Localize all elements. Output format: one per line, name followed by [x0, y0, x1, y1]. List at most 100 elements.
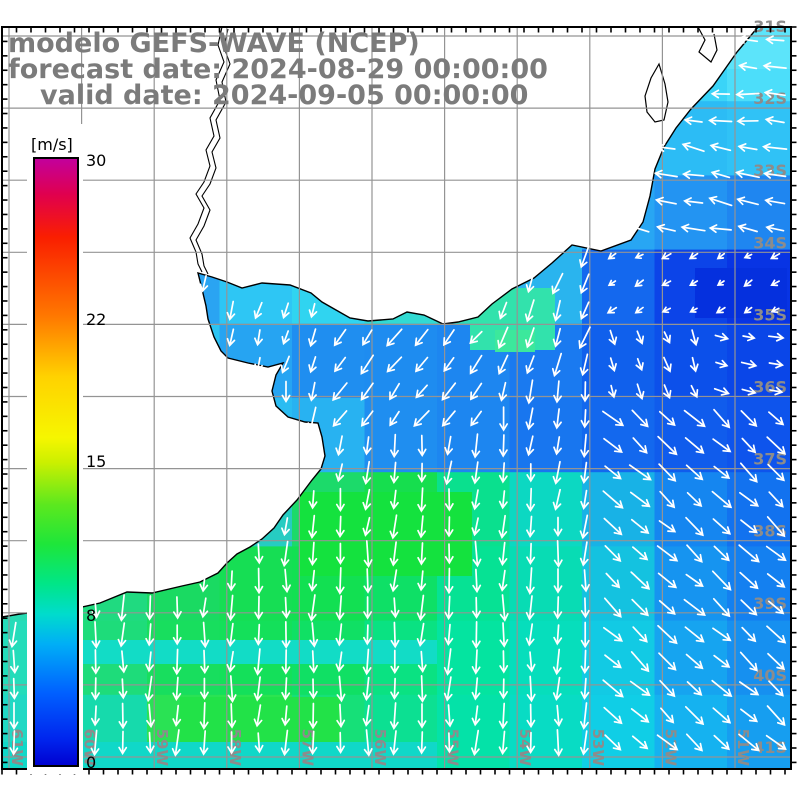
- wave-arrow: [498, 462, 508, 484]
- wave-arrow: [762, 61, 787, 71]
- wave-arrow: [655, 223, 676, 233]
- wave-arrow: [362, 648, 372, 676]
- wave-arrow: [685, 573, 704, 587]
- wave-arrow: [118, 730, 128, 756]
- wave-arrow: [444, 435, 454, 456]
- wave-arrow: [743, 252, 753, 259]
- wave-arrow: [390, 677, 400, 701]
- wave-arrow: [362, 436, 372, 456]
- wave-arrow: [254, 567, 264, 595]
- wave-arrow: [629, 680, 651, 697]
- wave-arrow: [607, 252, 617, 260]
- wave-arrow: [363, 729, 373, 757]
- wave-arrow: [552, 327, 562, 348]
- wave-arrow: [335, 651, 345, 673]
- longitude-label: 59W: [153, 729, 171, 767]
- wave-arrow: [525, 407, 535, 431]
- wave-arrow: [335, 567, 345, 595]
- wave-arrow: [281, 330, 290, 346]
- wave-arrow: [740, 599, 758, 616]
- wave-arrow: [442, 329, 455, 347]
- wave-arrow: [553, 540, 563, 568]
- wave-arrow: [552, 648, 562, 676]
- wave-arrow: [603, 597, 622, 618]
- wave-arrow: [767, 652, 786, 671]
- wave-arrow: [444, 595, 454, 621]
- land-polygon: [2, 27, 758, 617]
- latitude-label: 41S: [753, 738, 787, 757]
- wave-arrow: [336, 675, 346, 703]
- wave-arrow: [737, 143, 758, 152]
- wave-arrow: [280, 540, 290, 568]
- wave-arrow: [766, 516, 786, 538]
- wave-arrow: [766, 573, 786, 588]
- wave-arrow: [711, 490, 733, 509]
- wave-arrow: [551, 272, 564, 295]
- wave-arrow: [630, 571, 651, 590]
- wave-arrow: [226, 622, 236, 648]
- sea-cell: [509, 546, 583, 622]
- longitude-label: 60W: [81, 729, 99, 767]
- wave-arrow: [603, 626, 624, 642]
- wave-arrow: [681, 170, 705, 180]
- wave-arrow: [363, 540, 373, 568]
- wave-arrow: [469, 330, 483, 345]
- wave-arrow: [445, 704, 454, 728]
- wave-arrow: [362, 516, 372, 537]
- wave-arrow: [768, 491, 784, 508]
- wave-arrow: [634, 306, 644, 314]
- wave-arrow: [497, 326, 509, 350]
- wave-arrow: [656, 143, 676, 153]
- sea-cell: [582, 620, 655, 696]
- wave-arrow: [254, 543, 264, 565]
- wave-arrow: [441, 382, 457, 401]
- wave-arrow: [607, 279, 617, 287]
- wave-arrow: [712, 707, 732, 724]
- wave-arrow: [603, 706, 623, 725]
- wave-arrow: [604, 734, 622, 751]
- latitude-label: 36S: [753, 378, 787, 397]
- wave-arrow: [743, 279, 753, 288]
- wave-arrow: [763, 169, 787, 179]
- wave-arrow: [308, 302, 318, 319]
- wave-arrow: [498, 730, 508, 756]
- wave-arrow: [417, 731, 427, 755]
- wave-arrow: [628, 464, 652, 481]
- wave-arrow: [417, 462, 427, 484]
- wave-arrow: [498, 702, 508, 730]
- wave-arrow: [145, 595, 155, 621]
- wave-arrow: [9, 730, 19, 756]
- wave-arrow: [308, 678, 318, 700]
- laguna-patos: [697, 26, 718, 63]
- wave-arrow: [683, 598, 706, 616]
- wave-arrow: [578, 326, 591, 350]
- wave-arrow: [580, 677, 590, 701]
- sea-cell: [509, 472, 583, 547]
- wave-arrow: [417, 542, 427, 566]
- wave-arrow: [734, 169, 760, 179]
- wave-arrow: [738, 681, 760, 696]
- wave-arrow: [499, 406, 509, 432]
- wave-arrow: [117, 594, 127, 622]
- wave-arrow: [414, 356, 429, 373]
- wave-arrow: [553, 568, 563, 594]
- colorbar-unit-label: [m/s]: [31, 135, 73, 154]
- wave-arrow: [579, 730, 589, 756]
- wave-arrow: [662, 331, 671, 344]
- wave-arrow: [117, 622, 127, 648]
- wave-arrow: [738, 544, 760, 563]
- wave-arrow: [736, 116, 759, 126]
- wave-arrow: [689, 356, 699, 373]
- wave-arrow: [686, 681, 703, 696]
- wave-arrow: [632, 437, 648, 454]
- wave-arrow: [764, 116, 785, 125]
- sea-patch: [300, 492, 472, 576]
- wave-arrow: [765, 224, 785, 233]
- wave-arrow: [227, 703, 237, 729]
- wave-arrow: [145, 651, 155, 673]
- wave-arrow: [199, 569, 209, 593]
- wave-arrow: [735, 89, 760, 99]
- wave-arrow: [605, 572, 621, 589]
- wave-arrow: [711, 570, 732, 591]
- wave-arrow: [308, 381, 317, 402]
